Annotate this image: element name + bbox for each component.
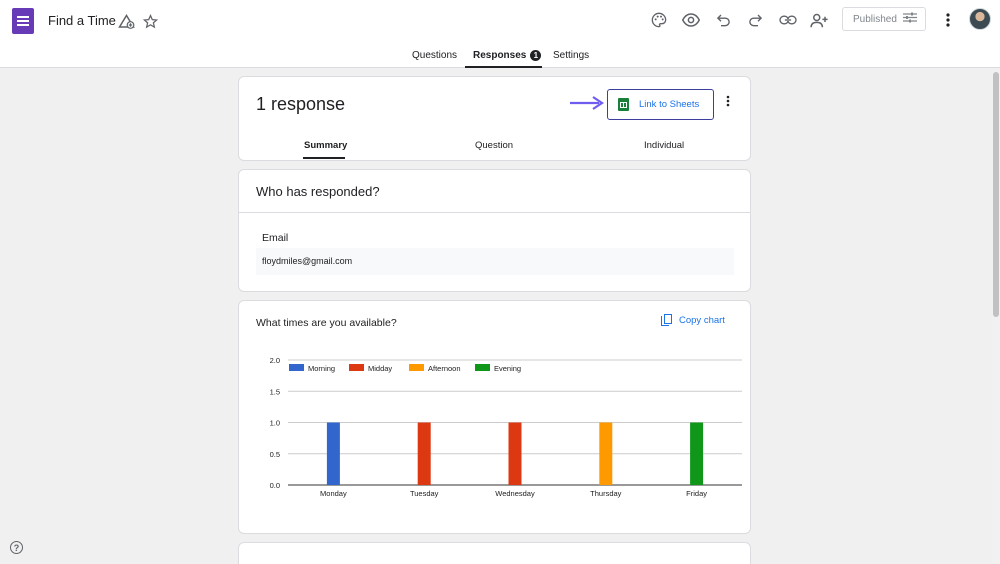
star-icon[interactable] bbox=[141, 12, 159, 30]
bar-evening-friday bbox=[690, 422, 704, 485]
divider bbox=[239, 212, 750, 213]
copy-icon bbox=[661, 314, 672, 326]
subtab-summary[interactable]: Summary bbox=[304, 140, 348, 151]
palette-icon[interactable] bbox=[648, 9, 670, 31]
bar-morning-monday bbox=[326, 422, 340, 485]
legend-label-evening: Evening bbox=[494, 364, 521, 373]
y-tick-label: 1.5 bbox=[270, 387, 280, 396]
respondent-email: floydmiles@gmail.com bbox=[262, 256, 353, 266]
scrollbar-track[interactable] bbox=[992, 70, 1000, 564]
respondents-card: Who has responded? Email floydmiles@gmai… bbox=[238, 169, 751, 292]
x-tick-label: Tuesday bbox=[410, 489, 439, 498]
tab-responses-label: Responses bbox=[473, 50, 527, 61]
legend-label-midday: Midday bbox=[368, 364, 392, 373]
bar-midday-tuesday bbox=[417, 422, 431, 485]
link-to-sheets-label: Link to Sheets bbox=[639, 99, 700, 110]
form-title[interactable]: Find a Time bbox=[48, 13, 116, 28]
legend-swatch-evening bbox=[475, 364, 490, 371]
y-tick-label: 0.0 bbox=[270, 481, 280, 490]
subtab-indicator bbox=[303, 157, 345, 159]
copy-chart-button[interactable]: Copy chart bbox=[661, 314, 725, 326]
subtab-individual[interactable]: Individual bbox=[644, 140, 685, 151]
copy-chart-label: Copy chart bbox=[679, 314, 725, 326]
response-count-title: 1 response bbox=[256, 94, 346, 114]
tab-settings[interactable]: Settings bbox=[553, 50, 590, 61]
tab-questions[interactable]: Questions bbox=[412, 50, 458, 61]
question-summary-card: What times are you available? Copy chart… bbox=[238, 300, 751, 534]
tab-responses[interactable]: Responses 1 bbox=[473, 50, 542, 61]
legend-swatch-afternoon bbox=[409, 364, 424, 371]
legend-swatch-midday bbox=[349, 364, 364, 371]
scrollbar-thumb[interactable] bbox=[993, 72, 999, 317]
respondents-title: Who has responded? bbox=[256, 184, 380, 199]
top-bar: Find a Time Published Questions Response… bbox=[0, 0, 1000, 68]
add-collaborator-icon[interactable] bbox=[808, 9, 830, 31]
legend-swatch-morning bbox=[289, 364, 304, 371]
settings-sliders-icon bbox=[902, 12, 917, 26]
email-row: floydmiles@gmail.com bbox=[256, 248, 734, 275]
bar-afternoon-thursday bbox=[599, 422, 613, 485]
preview-icon[interactable] bbox=[680, 9, 702, 31]
move-to-folder-icon[interactable] bbox=[117, 12, 135, 30]
link-icon[interactable] bbox=[777, 9, 799, 31]
bar-midday-wednesday bbox=[508, 422, 522, 485]
question-title: What times are you available? bbox=[256, 317, 397, 329]
undo-icon[interactable] bbox=[712, 9, 734, 31]
link-to-sheets-button[interactable]: Link to Sheets bbox=[607, 89, 714, 120]
next-question-card bbox=[238, 542, 751, 564]
x-tick-label: Thursday bbox=[590, 489, 622, 498]
redo-icon[interactable] bbox=[744, 9, 766, 31]
form-tabs: Questions Responses 1 Settings bbox=[0, 46, 1000, 68]
x-tick-label: Friday bbox=[686, 489, 707, 498]
responses-summary-card: 1 response Link to Sheets Summary Questi… bbox=[238, 76, 751, 161]
x-tick-label: Wednesday bbox=[495, 489, 535, 498]
y-tick-label: 2.0 bbox=[270, 356, 280, 365]
help-icon[interactable]: ? bbox=[10, 541, 23, 554]
email-column-label: Email bbox=[262, 232, 289, 244]
y-tick-label: 0.5 bbox=[270, 450, 280, 459]
sheets-icon bbox=[618, 98, 629, 111]
active-tab-indicator bbox=[465, 66, 542, 68]
arrow-pointer-icon bbox=[570, 96, 604, 110]
y-tick-label: 1.0 bbox=[270, 419, 280, 428]
avatar[interactable] bbox=[969, 8, 991, 30]
subtab-question[interactable]: Question bbox=[475, 140, 514, 151]
more-vert-icon[interactable] bbox=[937, 9, 959, 31]
legend-label-morning: Morning bbox=[308, 364, 335, 373]
published-label: Published bbox=[853, 13, 897, 25]
legend-label-afternoon: Afternoon bbox=[428, 364, 461, 373]
x-tick-label: Monday bbox=[320, 489, 347, 498]
forms-icon[interactable] bbox=[12, 8, 34, 34]
availability-bar-chart: 0.0 0.5 1.0 1.5 2.0 Monday Tuesday Wednesday Thu… bbox=[270, 356, 742, 498]
responses-more-icon[interactable] bbox=[723, 95, 733, 107]
published-button[interactable]: Published bbox=[842, 7, 926, 31]
responses-count-badge: 1 bbox=[530, 50, 542, 61]
